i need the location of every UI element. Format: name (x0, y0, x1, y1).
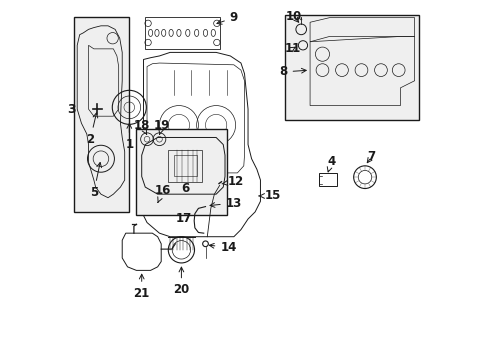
Circle shape (154, 199, 161, 207)
Bar (136, 129, 226, 215)
Text: 16: 16 (155, 184, 171, 203)
Text: 10: 10 (285, 10, 302, 23)
Text: 11: 11 (284, 42, 300, 55)
Text: 20: 20 (173, 267, 189, 296)
Text: 2: 2 (86, 113, 98, 146)
Text: 21: 21 (133, 274, 149, 300)
Bar (285, 15, 418, 120)
Bar (74, 17, 129, 212)
Text: 18: 18 (133, 118, 150, 134)
Bar (173, 155, 196, 176)
Text: 6: 6 (181, 183, 189, 195)
Text: 13: 13 (210, 197, 242, 210)
Text: 17: 17 (175, 212, 191, 225)
Text: 14: 14 (209, 241, 236, 254)
Text: 12: 12 (222, 175, 243, 188)
Text: 19: 19 (154, 118, 170, 134)
Bar (318, 173, 336, 186)
Text: 9: 9 (217, 11, 238, 24)
Text: 5: 5 (90, 162, 102, 199)
Bar (168, 150, 202, 182)
Text: 3: 3 (67, 103, 76, 116)
Text: 1: 1 (125, 123, 133, 151)
Bar (145, 17, 219, 49)
Text: 15: 15 (259, 189, 281, 202)
Text: 4: 4 (326, 155, 335, 172)
Text: 7: 7 (366, 150, 375, 163)
Text: 8: 8 (279, 66, 305, 78)
